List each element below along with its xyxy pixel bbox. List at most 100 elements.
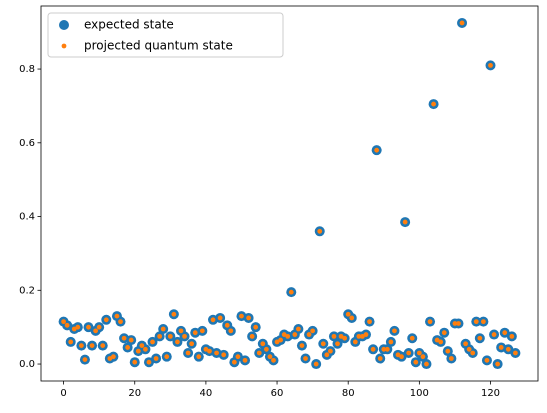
point <box>310 328 316 334</box>
point <box>431 101 436 107</box>
point <box>89 343 95 349</box>
point <box>143 346 148 352</box>
point <box>175 339 180 345</box>
point <box>221 352 227 358</box>
point <box>402 219 408 225</box>
point <box>338 333 344 339</box>
point <box>274 339 280 345</box>
point <box>110 354 116 360</box>
y-tick-label: 0.2 <box>19 285 35 296</box>
point <box>395 352 401 358</box>
point <box>246 315 251 321</box>
point <box>484 357 490 363</box>
point <box>441 330 447 336</box>
point <box>75 324 81 330</box>
point <box>349 315 355 321</box>
point <box>313 361 319 367</box>
legend-marker <box>59 20 69 30</box>
point <box>360 333 365 339</box>
point <box>267 354 273 360</box>
point <box>374 147 380 153</box>
point <box>256 350 262 356</box>
point <box>78 343 84 349</box>
point <box>320 341 326 347</box>
point <box>384 346 390 352</box>
point <box>352 339 358 345</box>
point <box>228 328 234 334</box>
point <box>96 324 102 330</box>
point <box>488 62 493 68</box>
y-tick-label: 0.8 <box>19 64 35 75</box>
point <box>452 321 458 326</box>
point <box>182 333 187 339</box>
point <box>281 332 287 337</box>
point <box>263 346 269 352</box>
point <box>367 319 372 325</box>
point <box>463 341 469 347</box>
point <box>495 361 501 367</box>
point <box>438 339 444 345</box>
point <box>207 348 212 354</box>
point <box>480 319 486 325</box>
x-tick-label: 120 <box>481 388 500 399</box>
point <box>164 354 170 360</box>
point <box>335 341 340 347</box>
x-tick-label: 20 <box>128 388 141 399</box>
x-tick-label: 60 <box>271 388 284 399</box>
point <box>420 354 426 360</box>
point <box>224 322 230 328</box>
point <box>61 319 66 325</box>
point <box>189 341 195 347</box>
point <box>363 332 369 337</box>
point <box>167 333 173 339</box>
point <box>271 357 276 363</box>
point <box>153 356 159 361</box>
legend-label: expected state <box>84 18 174 32</box>
point <box>118 319 123 325</box>
point <box>150 339 155 345</box>
point <box>253 324 259 330</box>
point <box>406 350 412 356</box>
point <box>466 346 472 352</box>
point <box>178 328 184 334</box>
point <box>424 361 429 367</box>
point <box>331 333 337 339</box>
point <box>146 359 152 365</box>
point <box>409 335 415 341</box>
point <box>295 326 301 332</box>
y-tick-label: 0.6 <box>19 138 35 149</box>
point <box>71 326 77 332</box>
point <box>278 337 284 343</box>
point <box>249 333 255 339</box>
legend-box <box>47 12 284 58</box>
point <box>328 348 333 354</box>
point <box>192 330 198 336</box>
point <box>135 348 141 354</box>
x-tick-label: 80 <box>342 388 355 399</box>
point <box>260 341 266 347</box>
y-tick-label: 0.0 <box>19 359 35 370</box>
point <box>470 350 476 356</box>
point <box>473 319 479 325</box>
point <box>399 354 404 360</box>
point <box>139 343 145 349</box>
point <box>125 345 131 350</box>
legend-label: projected quantum state <box>84 39 233 53</box>
point <box>324 352 330 358</box>
point <box>388 339 394 345</box>
y-tick-label: 0.4 <box>19 212 35 223</box>
point <box>505 346 511 352</box>
x-tick-label: 0 <box>60 388 66 399</box>
point <box>93 328 99 334</box>
point <box>157 333 163 339</box>
point <box>303 356 308 361</box>
point <box>128 337 134 343</box>
point <box>306 332 312 337</box>
point <box>114 313 120 319</box>
point <box>416 350 422 356</box>
point <box>288 289 294 295</box>
point <box>434 337 440 343</box>
point <box>231 359 237 365</box>
point <box>107 356 113 361</box>
